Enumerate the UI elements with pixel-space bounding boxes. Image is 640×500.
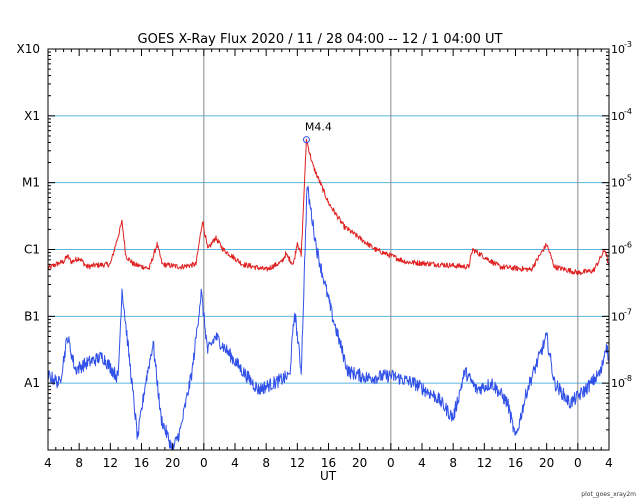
flux-label: 10 xyxy=(611,310,625,323)
grid xyxy=(48,115,609,384)
day-boundary-lines xyxy=(203,49,579,450)
x-tick-label: 20 xyxy=(539,456,554,470)
class-label: A1 xyxy=(24,376,40,390)
x-tick-label: 4 xyxy=(231,456,239,470)
flux-label-exponent: -7 xyxy=(624,307,632,316)
flux-label: 10 xyxy=(611,377,625,390)
x-tick-label: 16 xyxy=(508,456,523,470)
x-tick-label: 4 xyxy=(418,456,426,470)
series-line-short-channel xyxy=(47,185,610,451)
flux-label: 10 xyxy=(611,177,625,190)
x-axis-label: UT xyxy=(320,469,337,483)
flux-label: 10 xyxy=(611,43,625,56)
x-tick-label: 16 xyxy=(321,456,336,470)
x-tick-label: 20 xyxy=(165,456,180,470)
flare-peak-label: M4.4 xyxy=(305,121,332,134)
class-label: B1 xyxy=(24,309,40,323)
x-tick-label: 20 xyxy=(352,456,367,470)
x-tick-label: 0 xyxy=(387,456,395,470)
class-label: X1 xyxy=(24,109,40,123)
class-label: X10 xyxy=(17,42,41,56)
left-class-labels: X10 X1 M1 C1 B1 A1 xyxy=(17,42,41,390)
x-tick-label: 8 xyxy=(75,456,83,470)
class-label: M1 xyxy=(22,176,40,190)
flux-label-exponent: -3 xyxy=(624,40,632,49)
x-tick-label: 4 xyxy=(44,456,52,470)
x-tick-label: 8 xyxy=(449,456,457,470)
right-flux-labels: 10-310-410-510-610-710-8 xyxy=(611,40,632,390)
x-tick-label: 12 xyxy=(477,456,492,470)
series-layer xyxy=(47,138,610,451)
flux-label: 10 xyxy=(611,244,625,257)
series-line-long-channel xyxy=(47,138,610,276)
x-tick-labels: 4 8 12 16 20 0 4 8 12 16 20 0 4 8 12 16 20 0 4 xyxy=(44,456,613,470)
chart-title: GOES X-Ray Flux 2020 / 11 / 28 04:00 -- … xyxy=(138,32,503,47)
flare-annotation: M4.4 xyxy=(302,121,332,144)
x-tick-label: 0 xyxy=(574,456,582,470)
x-tick-label: 16 xyxy=(134,456,149,470)
flux-label-exponent: -8 xyxy=(624,374,632,383)
x-tick-label: 4 xyxy=(605,456,613,470)
flux-label: 10 xyxy=(611,110,625,123)
flux-label-exponent: -6 xyxy=(624,241,632,250)
flux-label-exponent: -5 xyxy=(624,174,632,183)
x-tick-label: 0 xyxy=(200,456,208,470)
class-label: C1 xyxy=(24,243,40,257)
x-tick-label: 12 xyxy=(290,456,305,470)
x-tick-label: 8 xyxy=(262,456,270,470)
x-tick-label: 12 xyxy=(103,456,118,470)
footer-text: plot_goes_xray2m xyxy=(581,491,636,498)
flux-label-exponent: -4 xyxy=(624,107,632,116)
flare-peak-marker xyxy=(302,136,310,144)
axis-ticks xyxy=(47,49,610,451)
